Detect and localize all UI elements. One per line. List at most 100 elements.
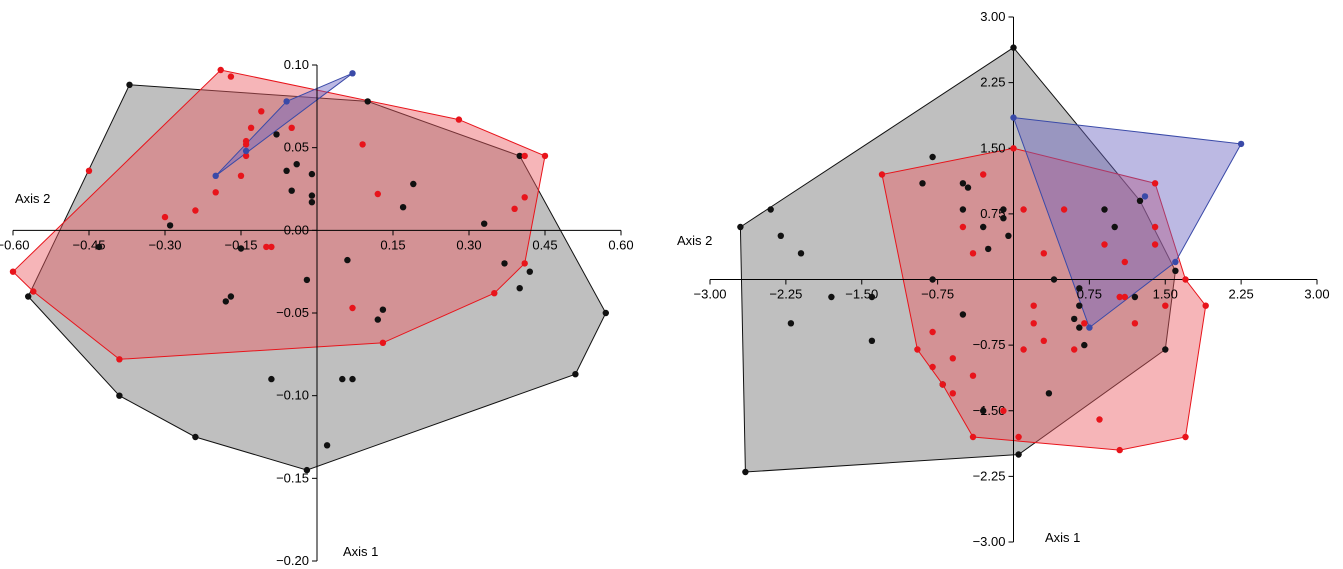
red-data-point — [288, 124, 295, 131]
blue-data-point — [242, 147, 250, 155]
black-data-point — [308, 199, 316, 206]
red-data-point — [1020, 206, 1027, 213]
black-data-point — [95, 243, 103, 251]
red-data-point — [929, 328, 936, 336]
x-tick-label: −0.75 — [921, 287, 954, 302]
black-data-point — [192, 433, 199, 441]
red-data-point — [30, 288, 37, 295]
red-data-point — [914, 346, 921, 353]
black-data-point — [602, 309, 609, 317]
red-data-point — [217, 66, 224, 74]
black-data-point — [572, 371, 579, 378]
black-data-point — [116, 392, 123, 399]
red-group-hull — [12, 69, 546, 360]
red-data-point — [212, 189, 219, 196]
y-tick-label: −0.75 — [973, 337, 1006, 352]
x-tick-label: −3.00 — [694, 287, 727, 302]
y-tick-label: −3.00 — [973, 534, 1006, 549]
black-data-point — [268, 375, 275, 383]
black-data-point — [126, 81, 133, 89]
black-data-point — [1131, 293, 1139, 301]
black-data-point — [985, 245, 992, 253]
red-data-point — [1030, 302, 1037, 309]
black-data-point — [1071, 315, 1078, 323]
x-tick-label: −0.60 — [0, 237, 29, 252]
black-data-point — [379, 306, 387, 313]
black-data-point — [1015, 451, 1022, 458]
red-data-point — [247, 124, 255, 131]
red-data-point — [258, 108, 265, 115]
black-data-point — [501, 260, 508, 267]
y-tick-label: −0.20 — [276, 553, 309, 568]
black-data-point — [1076, 324, 1083, 331]
red-data-point — [1202, 302, 1209, 309]
black-data-point — [1081, 341, 1088, 349]
y-tick-label: 0.00 — [284, 222, 309, 237]
x-tick-label: 1.50 — [1153, 287, 1178, 302]
black-data-point — [1076, 302, 1083, 309]
y-tick-label: 1.50 — [980, 140, 1005, 155]
black-data-point — [1010, 44, 1017, 51]
y-tick-label: −0.05 — [276, 305, 309, 320]
black-data-point — [323, 442, 331, 449]
red-data-point — [521, 260, 528, 267]
x-tick-label: −0.30 — [149, 237, 182, 252]
black-data-point — [980, 223, 987, 231]
blue-data-point — [283, 98, 290, 105]
red-data-point — [237, 172, 245, 179]
black-data-point — [1136, 197, 1144, 204]
black-data-point — [222, 298, 229, 305]
black-data-point — [959, 311, 967, 318]
black-data-point — [237, 245, 245, 252]
red-data-point — [359, 141, 366, 148]
black-data-point — [283, 167, 290, 174]
y-tick-label: −1.50 — [973, 403, 1006, 418]
red-data-point — [1151, 241, 1159, 248]
red-data-point — [455, 116, 463, 123]
red-data-point — [242, 141, 250, 148]
black-data-point — [308, 170, 316, 178]
y-tick-label: 3.00 — [980, 9, 1005, 24]
black-data-point — [227, 293, 235, 300]
red-data-point — [1182, 276, 1189, 283]
blue-data-point — [1086, 324, 1093, 331]
black-data-point — [1172, 267, 1179, 274]
black-data-point — [1005, 232, 1012, 239]
red-data-point — [1071, 346, 1078, 353]
black-data-point — [339, 375, 346, 383]
black-data-point — [787, 320, 795, 327]
black-data-point — [303, 466, 311, 474]
blue-data-point — [1237, 140, 1245, 148]
red-data-point — [349, 304, 356, 312]
black-data-point — [1050, 276, 1058, 283]
red-data-point — [1096, 416, 1103, 423]
red-data-point — [1030, 320, 1037, 327]
black-data-point — [868, 293, 876, 301]
red-data-point — [1121, 258, 1129, 266]
black-data-point — [1162, 346, 1169, 353]
black-data-point — [959, 180, 967, 187]
x-axis-label: Axis 2 — [15, 191, 50, 206]
red-data-point — [541, 152, 549, 160]
red-data-point — [242, 152, 250, 160]
red-data-point — [192, 207, 199, 214]
black-data-point — [929, 276, 936, 283]
red-data-point — [263, 243, 270, 251]
black-data-point — [1000, 215, 1007, 222]
red-data-point — [374, 190, 381, 198]
red-data-point — [949, 390, 956, 397]
y-tick-label: −2.25 — [973, 468, 1006, 483]
red-data-point — [1101, 241, 1108, 248]
y-tick-label: 0.75 — [980, 206, 1005, 221]
black-data-point — [929, 153, 936, 161]
left-ordination-plot: −0.60 −0.45 −0.30 −0.15 0.15 0.30 0.45 0.600.10… — [0, 57, 634, 568]
black-data-point — [516, 285, 523, 292]
red-data-point — [1151, 180, 1159, 187]
blue-data-point — [1141, 193, 1149, 200]
x-tick-label: 0.60 — [608, 237, 633, 252]
black-data-point — [797, 250, 805, 257]
y-tick-label: 2.25 — [980, 75, 1005, 90]
red-data-point — [1040, 250, 1048, 257]
red-data-point — [116, 356, 123, 363]
y-axis-label: Axis 1 — [343, 544, 378, 559]
